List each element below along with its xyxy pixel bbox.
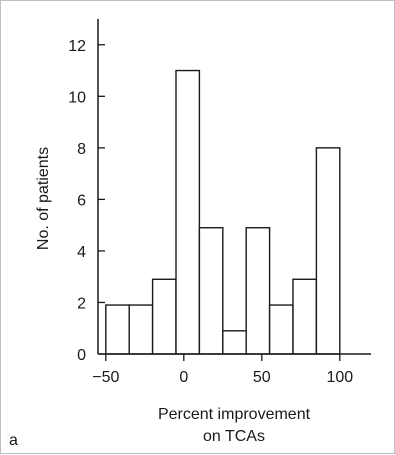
histogram-bar — [151, 278, 177, 355]
histogram-bar — [245, 227, 271, 355]
histogram-bar — [268, 304, 294, 355]
y-tick-label: 0 — [77, 347, 86, 364]
histogram-bar — [128, 304, 154, 355]
x-tick-label: 50 — [253, 369, 271, 386]
y-tick-label: 2 — [77, 295, 86, 312]
histogram-bar — [222, 330, 247, 355]
bars-layer — [105, 69, 341, 355]
histogram-bar — [198, 227, 224, 355]
y-tick-label: 12 — [68, 38, 86, 55]
axes-layer — [97, 19, 371, 355]
x-tick-label: 0 — [179, 369, 188, 386]
panel-label: a — [9, 432, 18, 449]
y-tick-label: 6 — [77, 192, 86, 209]
histogram-bar — [292, 278, 318, 355]
x-axis-title-line-1: Percent improvement — [158, 406, 311, 423]
y-tick-label: 8 — [77, 141, 86, 158]
histogram-bar — [315, 147, 341, 355]
y-axis-title: No. of patients — [35, 147, 52, 250]
y-tick-label: 4 — [77, 244, 86, 261]
x-tick-label: 100 — [326, 369, 353, 386]
x-tick-label: −50 — [92, 369, 119, 386]
histogram-bar — [105, 304, 130, 355]
x-axis-title-line-2: on TCAs — [203, 428, 265, 445]
histogram-bar — [175, 69, 201, 355]
y-tick-label: 10 — [68, 89, 86, 106]
ticks-layer: 0 2 4 6 8 10 12 −50 0 50 100 — [68, 38, 353, 386]
